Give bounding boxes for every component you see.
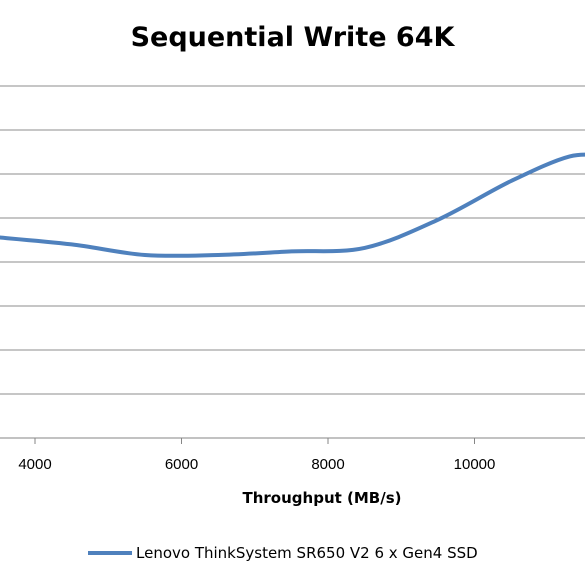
legend-swatch — [88, 551, 132, 555]
x-axis-ticks: 4000 6000 8000 10000 — [18, 438, 495, 473]
chart-title: Sequential Write 64K — [130, 22, 455, 53]
series-line-0 — [0, 152, 585, 258]
gridlines — [0, 85, 585, 439]
x-axis-title: Throughput (MB/s) — [243, 489, 402, 507]
plot-series — [0, 152, 585, 258]
x-tick-label: 10000 — [454, 456, 496, 473]
x-tick-label: 4000 — [18, 456, 51, 473]
x-tick-label: 8000 — [311, 456, 344, 473]
legend-label: Lenovo ThinkSystem SR650 V2 6 x Gen4 SSD — [136, 544, 478, 562]
x-tick-label: 6000 — [165, 456, 198, 473]
legend: Lenovo ThinkSystem SR650 V2 6 x Gen4 SSD — [88, 542, 478, 564]
